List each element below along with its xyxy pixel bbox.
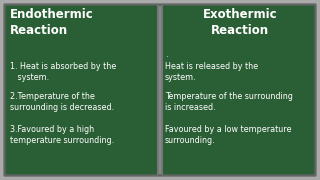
Text: Heat is released by the
system.: Heat is released by the system. <box>165 62 258 82</box>
FancyBboxPatch shape <box>4 4 316 176</box>
Bar <box>158 6 162 174</box>
Text: 2.Temperature of the
surrounding is decreased.: 2.Temperature of the surrounding is decr… <box>10 92 114 112</box>
Bar <box>6 6 156 174</box>
Text: Endothermic
Reaction: Endothermic Reaction <box>10 8 94 37</box>
Text: .: . <box>165 50 167 59</box>
Bar <box>162 6 314 174</box>
Text: 3.Favoured by a high
temperature surrounding.: 3.Favoured by a high temperature surroun… <box>10 125 114 145</box>
Text: 1. Heat is absorbed by the
   system.: 1. Heat is absorbed by the system. <box>10 62 116 82</box>
Text: Exothermic
Reaction: Exothermic Reaction <box>203 8 277 37</box>
Text: Favoured by a low temperature
surrounding.: Favoured by a low temperature surroundin… <box>165 125 292 145</box>
Text: Temperature of the surrounding
is increased.: Temperature of the surrounding is increa… <box>165 92 293 112</box>
